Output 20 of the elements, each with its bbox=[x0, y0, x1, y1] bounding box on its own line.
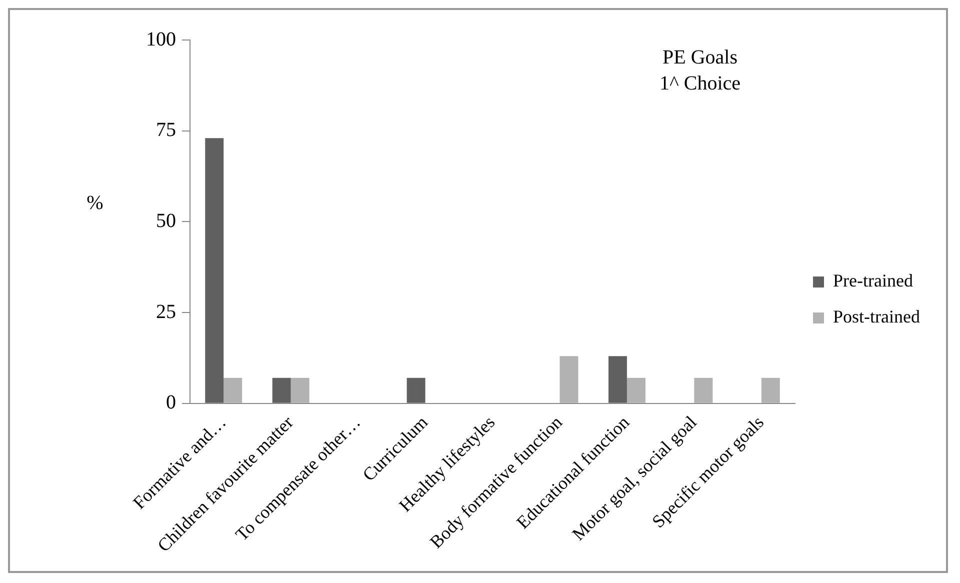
bar bbox=[626, 378, 646, 403]
y-axis-title: % bbox=[86, 192, 104, 214]
legend-label: Pre-trained bbox=[833, 270, 913, 291]
y-tick-label: 100 bbox=[146, 28, 176, 50]
y-tick-label: 50 bbox=[156, 210, 176, 232]
bar bbox=[272, 378, 291, 403]
bar bbox=[761, 378, 780, 403]
y-tick-label: 25 bbox=[156, 300, 176, 323]
chart-title: PE Goals bbox=[662, 46, 738, 68]
text: 1^ Choice bbox=[659, 72, 741, 94]
bar bbox=[406, 378, 426, 403]
bar bbox=[205, 138, 224, 403]
y-tick-label: 0 bbox=[166, 392, 176, 414]
bar bbox=[224, 378, 242, 403]
bar bbox=[560, 356, 578, 403]
bar bbox=[290, 378, 310, 403]
bar bbox=[694, 378, 713, 403]
legend-label: Post-trained bbox=[833, 306, 920, 327]
y-tick-label: 75 bbox=[156, 119, 176, 142]
bar bbox=[608, 356, 627, 403]
